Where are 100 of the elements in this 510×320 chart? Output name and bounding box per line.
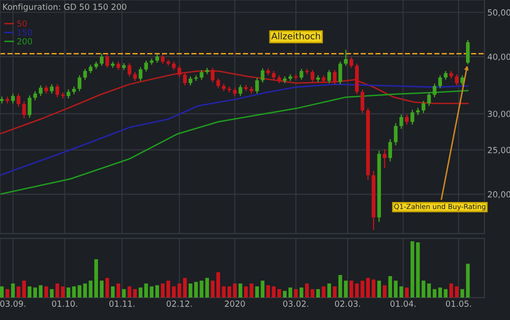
bar <box>238 284 242 298</box>
candlestick <box>388 138 392 162</box>
candlestick <box>338 61 342 85</box>
bar <box>205 278 209 298</box>
candlestick <box>210 67 215 84</box>
bar <box>100 280 104 298</box>
bar <box>377 280 381 298</box>
x-tick-label: 01.11. <box>109 300 134 307</box>
candlestick <box>422 100 426 114</box>
candlestick <box>28 94 32 118</box>
candlestick <box>78 74 82 92</box>
bar <box>216 272 220 298</box>
bar <box>404 287 409 298</box>
line-series <box>0 70 469 135</box>
candlestick <box>50 84 54 94</box>
bar <box>272 286 276 298</box>
bar <box>327 284 332 298</box>
candlestick <box>394 122 398 146</box>
bar <box>316 289 320 298</box>
candlestick <box>432 83 436 98</box>
bar <box>33 287 37 298</box>
bar <box>282 290 287 298</box>
candlestick <box>160 54 165 64</box>
candlestick <box>260 68 264 84</box>
candlestick <box>300 68 304 80</box>
candlestick <box>33 90 37 101</box>
x-tick-label: 03.02. <box>283 300 308 307</box>
candlestick <box>100 53 104 66</box>
bar <box>94 259 98 298</box>
candlestick <box>128 62 132 77</box>
bar <box>0 286 4 298</box>
candlestick <box>466 39 470 65</box>
candlestick <box>404 114 409 126</box>
bar <box>350 280 354 298</box>
bar <box>382 285 386 298</box>
candlestick <box>310 69 314 83</box>
bar <box>61 286 65 298</box>
x-tick-label: 2020 <box>224 300 245 307</box>
bar <box>166 280 170 298</box>
bar <box>150 286 154 298</box>
candlestick <box>105 54 110 68</box>
candlestick <box>255 78 259 94</box>
bar <box>44 286 48 298</box>
x-tick-label: 03.09. <box>0 300 26 307</box>
candlestick <box>399 114 404 130</box>
bar <box>116 284 120 298</box>
candlestick <box>138 66 142 82</box>
bar <box>227 286 232 298</box>
bar <box>449 284 454 298</box>
bar <box>388 276 392 298</box>
bar <box>460 289 464 298</box>
bar <box>38 285 43 298</box>
ref-line-label: Allzeithoch <box>271 32 320 40</box>
bar <box>222 286 226 298</box>
bar <box>172 286 176 298</box>
x-tick-label: 02.03. <box>334 300 360 307</box>
bar <box>444 289 448 298</box>
bar <box>322 286 326 298</box>
candlestick <box>382 148 386 169</box>
candlestick <box>178 65 182 78</box>
candlestick <box>55 84 60 98</box>
x-tick-label: 01.10. <box>52 300 78 307</box>
bar <box>438 287 442 298</box>
bar <box>110 286 115 298</box>
bar <box>155 285 160 298</box>
bar <box>300 287 304 298</box>
bar <box>394 280 398 298</box>
line-series <box>0 84 469 176</box>
bar <box>122 289 126 298</box>
bar <box>266 285 270 298</box>
bar <box>288 287 292 298</box>
candlestick <box>344 49 348 66</box>
candlestick <box>22 100 26 119</box>
bar <box>338 275 342 298</box>
bar <box>183 278 187 298</box>
bar <box>399 286 404 298</box>
bar <box>178 284 182 298</box>
candlestick <box>11 93 15 104</box>
bar <box>28 286 32 298</box>
bar <box>454 286 459 298</box>
candlestick <box>410 109 414 126</box>
bar <box>50 289 54 298</box>
x-tick-label: 01.04. <box>390 300 416 307</box>
bar <box>210 280 215 298</box>
candlestick <box>454 74 459 86</box>
x-tick-label: 01.05. <box>446 300 471 307</box>
bar <box>88 280 92 298</box>
chart-subtitle: Konfiguration: GD 50 150 200 <box>3 4 126 12</box>
bar <box>332 286 337 298</box>
candlestick <box>427 92 431 106</box>
candlestick <box>38 84 43 97</box>
legend-label: 150 <box>18 29 32 36</box>
bar <box>160 284 165 298</box>
candlestick <box>238 84 242 97</box>
x-tick-label: 02.12. <box>166 300 192 307</box>
candlestick <box>166 59 170 66</box>
candlestick <box>16 93 20 108</box>
candlestick <box>360 88 364 114</box>
bar <box>6 289 10 298</box>
candlestick <box>332 69 337 85</box>
